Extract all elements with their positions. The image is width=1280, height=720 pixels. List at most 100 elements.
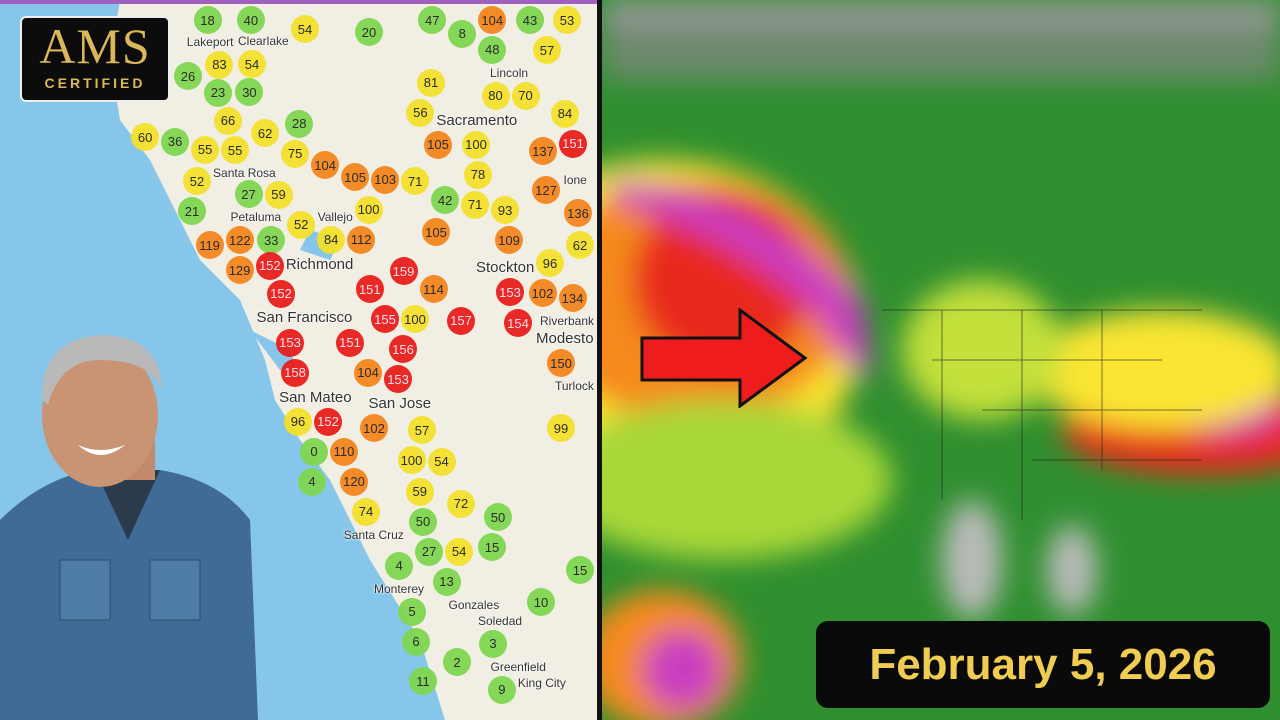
- aqi-marker[interactable]: 157: [447, 306, 475, 335]
- aqi-marker[interactable]: 57: [533, 36, 561, 64]
- aqi-marker[interactable]: 27: [234, 180, 263, 209]
- aqi-marker[interactable]: 13: [432, 567, 461, 596]
- aqi-marker[interactable]: 40: [236, 6, 265, 34]
- aqi-marker[interactable]: 60: [131, 123, 160, 151]
- aqi-marker[interactable]: 84: [317, 225, 346, 254]
- aqi-marker[interactable]: 152: [314, 407, 342, 436]
- aqi-marker[interactable]: 119: [195, 231, 224, 259]
- aqi-marker[interactable]: 99: [547, 414, 575, 442]
- aqi-marker[interactable]: 9: [487, 675, 516, 704]
- aqi-marker[interactable]: 71: [461, 190, 490, 219]
- aqi-marker[interactable]: 78: [464, 160, 492, 189]
- aqi-marker[interactable]: 104: [311, 151, 340, 179]
- aqi-marker[interactable]: 23: [204, 78, 232, 107]
- aqi-marker[interactable]: 42: [431, 186, 460, 214]
- aqi-marker[interactable]: 62: [566, 231, 594, 259]
- aqi-marker[interactable]: 54: [238, 50, 266, 79]
- aqi-marker[interactable]: 54: [445, 537, 474, 566]
- aqi-marker[interactable]: 159: [389, 257, 418, 285]
- aqi-marker[interactable]: 155: [371, 305, 399, 334]
- aqi-marker[interactable]: 112: [347, 225, 376, 254]
- aqi-marker[interactable]: 100: [354, 195, 383, 224]
- aqi-marker[interactable]: 134: [558, 284, 587, 313]
- aqi-marker[interactable]: 33: [257, 226, 286, 255]
- aqi-marker[interactable]: 50: [484, 503, 512, 531]
- aqi-marker[interactable]: 21: [178, 197, 206, 226]
- aqi-marker[interactable]: 100: [462, 130, 490, 159]
- aqi-marker[interactable]: 122: [225, 226, 254, 255]
- aqi-marker[interactable]: 105: [424, 130, 452, 159]
- aqi-marker[interactable]: 100: [397, 446, 426, 475]
- aqi-marker[interactable]: 100: [401, 305, 429, 334]
- aqi-marker[interactable]: 151: [355, 275, 384, 304]
- aqi-marker[interactable]: 11: [409, 667, 437, 695]
- aqi-marker[interactable]: 103: [371, 165, 400, 194]
- aqi-marker[interactable]: 62: [251, 119, 280, 147]
- aqi-marker[interactable]: 114: [419, 275, 448, 304]
- aqi-marker[interactable]: 151: [336, 328, 364, 357]
- aqi-marker[interactable]: 109: [495, 226, 523, 254]
- aqi-marker[interactable]: 0: [300, 437, 328, 466]
- aqi-marker[interactable]: 53: [553, 6, 581, 34]
- aqi-marker[interactable]: 129: [225, 256, 254, 285]
- aqi-marker[interactable]: 20: [355, 18, 383, 46]
- aqi-marker[interactable]: 54: [291, 15, 319, 43]
- aqi-marker[interactable]: 74: [352, 497, 380, 526]
- aqi-marker[interactable]: 43: [516, 6, 544, 34]
- aqi-marker[interactable]: 59: [405, 477, 434, 506]
- aqi-marker[interactable]: 52: [287, 210, 316, 239]
- aqi-marker[interactable]: 151: [559, 129, 587, 158]
- aqi-marker[interactable]: 30: [235, 78, 264, 106]
- aqi-marker[interactable]: 80: [481, 81, 510, 110]
- aqi-marker[interactable]: 120: [340, 467, 368, 496]
- aqi-marker[interactable]: 154: [504, 309, 532, 337]
- aqi-marker[interactable]: 48: [478, 35, 507, 64]
- aqi-marker[interactable]: 8: [448, 19, 477, 48]
- aqi-marker[interactable]: 10: [527, 588, 555, 616]
- aqi-marker[interactable]: 153: [496, 278, 524, 307]
- aqi-marker[interactable]: 15: [566, 556, 594, 584]
- aqi-marker[interactable]: 52: [183, 167, 212, 196]
- aqi-marker[interactable]: 3: [479, 629, 507, 658]
- aqi-marker[interactable]: 96: [284, 407, 312, 436]
- aqi-marker[interactable]: 104: [478, 6, 507, 34]
- aqi-marker[interactable]: 75: [281, 139, 310, 168]
- aqi-marker[interactable]: 153: [384, 365, 413, 394]
- aqi-marker[interactable]: 55: [221, 136, 250, 165]
- aqi-marker[interactable]: 84: [551, 99, 579, 128]
- aqi-marker[interactable]: 27: [415, 537, 444, 566]
- aqi-marker[interactable]: 156: [389, 335, 417, 364]
- aqi-marker[interactable]: 66: [214, 106, 242, 135]
- aqi-marker[interactable]: 72: [447, 489, 475, 518]
- aqi-marker[interactable]: 71: [401, 167, 430, 195]
- aqi-marker[interactable]: 59: [264, 180, 293, 209]
- aqi-marker[interactable]: 105: [422, 218, 450, 246]
- aqi-marker[interactable]: 104: [354, 358, 383, 387]
- aqi-marker[interactable]: 158: [281, 358, 309, 387]
- aqi-marker[interactable]: 6: [402, 627, 430, 656]
- aqi-marker[interactable]: 2: [443, 648, 471, 676]
- aqi-marker[interactable]: 93: [491, 196, 520, 224]
- aqi-marker[interactable]: 102: [528, 279, 557, 307]
- aqi-marker[interactable]: 18: [193, 6, 222, 34]
- aqi-marker[interactable]: 81: [417, 68, 445, 97]
- aqi-marker[interactable]: 15: [478, 533, 506, 561]
- aqi-marker[interactable]: 54: [427, 447, 456, 476]
- aqi-marker[interactable]: 127: [532, 176, 560, 204]
- aqi-marker[interactable]: 152: [255, 251, 284, 280]
- aqi-marker[interactable]: 136: [564, 199, 592, 227]
- aqi-marker[interactable]: 55: [191, 135, 220, 164]
- aqi-marker[interactable]: 83: [205, 50, 234, 79]
- aqi-marker[interactable]: 57: [408, 416, 436, 445]
- aqi-marker[interactable]: 137: [529, 137, 557, 165]
- aqi-marker[interactable]: 105: [341, 163, 370, 191]
- aqi-marker[interactable]: 110: [330, 437, 358, 466]
- aqi-marker[interactable]: 153: [276, 328, 304, 357]
- aqi-marker[interactable]: 70: [511, 81, 540, 110]
- aqi-marker[interactable]: 28: [285, 109, 314, 138]
- aqi-marker[interactable]: 50: [409, 507, 437, 536]
- aqi-marker[interactable]: 96: [536, 249, 564, 277]
- aqi-marker[interactable]: 36: [161, 127, 190, 156]
- aqi-marker[interactable]: 4: [385, 551, 414, 580]
- aqi-marker[interactable]: 152: [267, 279, 295, 308]
